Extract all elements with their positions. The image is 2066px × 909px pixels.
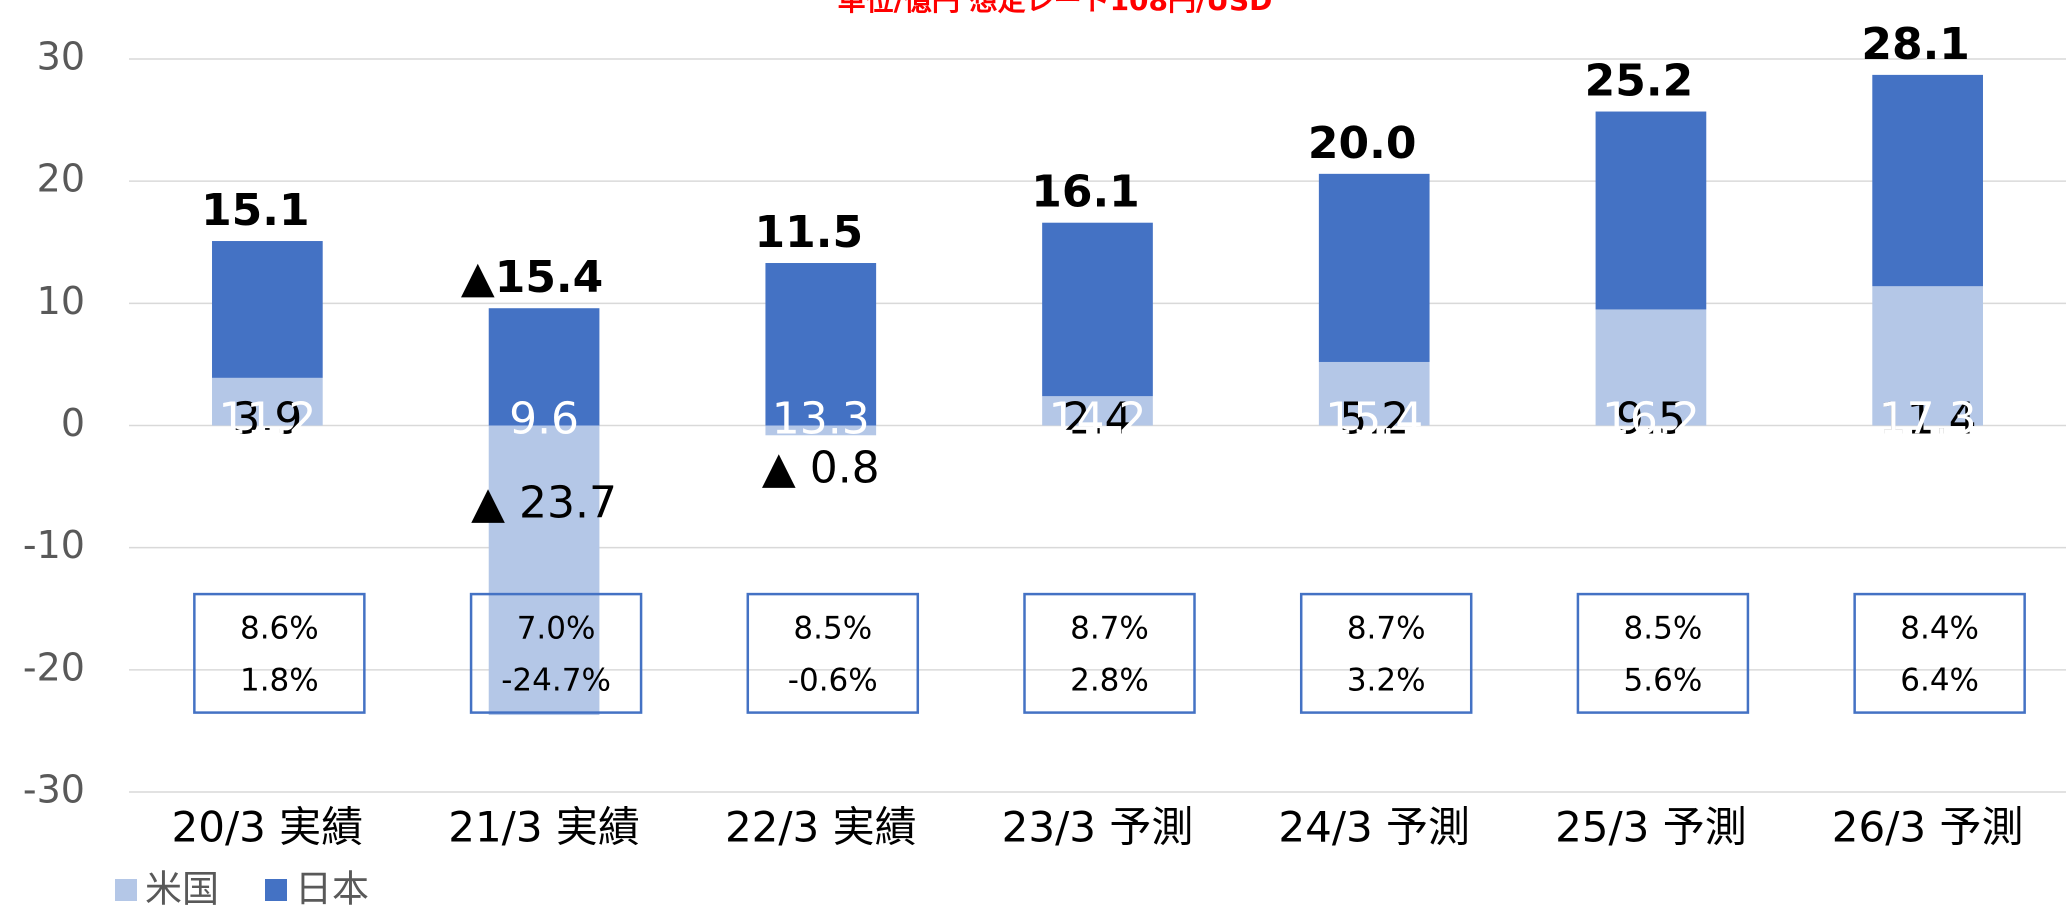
y-tick-label: 20 — [37, 157, 85, 201]
total-label: 15.1 — [201, 185, 310, 236]
ratio-box — [746, 592, 920, 714]
ratio-label: 8.7% — [1070, 611, 1149, 647]
legend-label: 米国 — [145, 868, 219, 909]
data-label: 5.2 — [1339, 394, 1409, 445]
bar-segment — [765, 263, 877, 426]
data-label: 2.4 — [1063, 394, 1133, 445]
bar-segment — [1872, 74, 1983, 287]
bar-segment — [1042, 396, 1153, 426]
ratio-label: 8.5% — [1624, 611, 1703, 647]
ratio-label: 2.8% — [1070, 663, 1149, 699]
legend-swatch — [115, 879, 137, 901]
ratio-label: 7.0% — [517, 611, 596, 647]
ratio-label: 1.8% — [240, 663, 319, 699]
y-tick-label: 0 — [61, 401, 85, 445]
y-tick-label: 30 — [37, 35, 85, 79]
x-tick-label: 26/3 予測 — [1832, 803, 2024, 852]
legend-swatch — [265, 879, 287, 901]
ratio-label: 8.7% — [1347, 611, 1426, 647]
x-tick-label: 20/3 実績 — [172, 803, 364, 852]
bar-segment — [1042, 222, 1153, 397]
total-label: 25.2 — [1585, 56, 1694, 107]
data-label: 3.9 — [232, 394, 302, 445]
ratio-label: 8.5% — [793, 611, 872, 647]
x-tick-label: 21/3 実績 — [448, 803, 640, 852]
x-tick-label: 24/3 予測 — [1278, 803, 1470, 852]
ratio-label: -0.6% — [788, 663, 878, 699]
total-label: 16.1 — [1031, 167, 1140, 218]
data-label: 13.3 — [772, 394, 870, 445]
data-label: 15.4 — [1325, 394, 1423, 445]
total-label: ▲15.4 — [461, 252, 603, 303]
ratio-box — [1023, 592, 1196, 714]
bar-segment — [1595, 111, 1707, 310]
bar-segment — [212, 377, 323, 426]
ratio-label: 3.2% — [1347, 663, 1426, 699]
legend-label: 日本 — [295, 868, 369, 909]
y-tick-label: -20 — [23, 645, 85, 689]
total-label: 28.1 — [1861, 19, 1970, 70]
ratio-box — [1853, 592, 2026, 714]
data-label: 17.3 — [1879, 394, 1977, 445]
x-tick-label: 22/3 実績 — [725, 803, 917, 852]
bar-segment — [488, 425, 600, 716]
bar-segment — [1872, 286, 1983, 426]
y-tick-label: -10 — [23, 523, 85, 567]
ratio-box — [469, 592, 643, 714]
ratio-label: 6.4% — [1900, 663, 1979, 699]
ratio-box — [1299, 592, 1473, 714]
ratio-box — [193, 592, 366, 714]
ratio-label: -24.7% — [501, 663, 611, 699]
ratio-box — [1576, 592, 1750, 714]
data-label: 11.4 — [1879, 394, 1977, 445]
x-tick-label: 23/3 予測 — [1002, 803, 1194, 852]
bar-segment — [488, 308, 600, 426]
y-tick-label: 10 — [37, 279, 85, 323]
y-tick-label: -30 — [23, 768, 85, 812]
ratio-label: 8.4% — [1900, 611, 1979, 647]
x-tick-label: 25/3 予測 — [1555, 803, 1747, 852]
data-label: ▲ 23.7 — [471, 478, 617, 529]
bar-segment — [765, 425, 877, 436]
total-label: 20.0 — [1308, 118, 1417, 169]
bar-segment — [1318, 173, 1430, 362]
data-label: 11.2 — [218, 394, 316, 445]
data-label: ▲ 0.8 — [762, 443, 880, 494]
chart-subtitle: 単位/億円 想定レート108円/USD — [838, 0, 1273, 17]
ratio-label: 8.6% — [240, 611, 319, 647]
data-label: 16.2 — [1602, 394, 1700, 445]
bar-segment — [212, 241, 323, 378]
total-label: 11.5 — [755, 207, 864, 258]
data-label: 9.6 — [509, 394, 579, 445]
bar-segment — [1318, 361, 1430, 426]
ratio-label: 5.6% — [1624, 663, 1703, 699]
data-label: 9.5 — [1616, 394, 1686, 445]
bar-segment — [1595, 309, 1707, 426]
data-label: 14.2 — [1049, 394, 1147, 445]
